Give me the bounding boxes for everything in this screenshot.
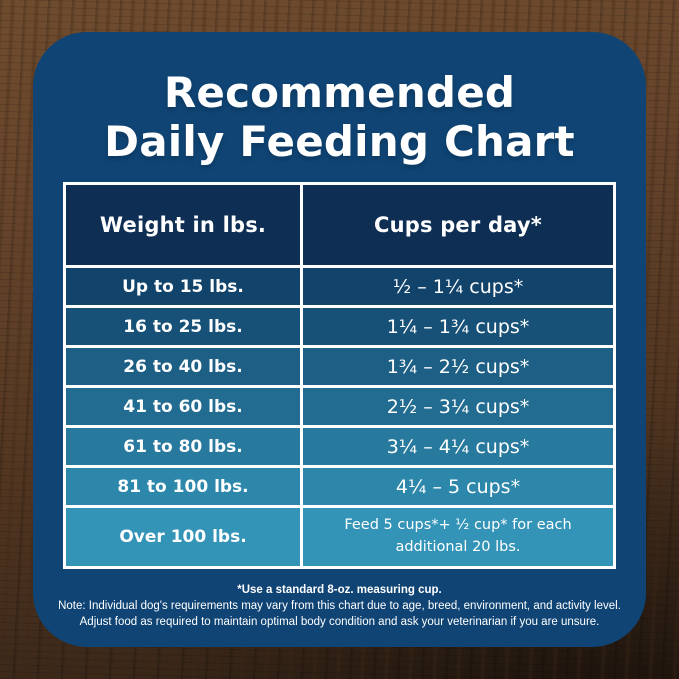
weight-cell: 26 to 40 lbs. (66, 348, 300, 385)
weight-cell: Up to 15 lbs. (66, 268, 300, 305)
weight-cell: 16 to 25 lbs. (66, 308, 300, 345)
cups-cell: 4¼ – 5 cups* (303, 468, 613, 505)
footnote-disclaimer-line1: Note: Individual dog's requirements may … (58, 599, 621, 612)
footnote-disclaimer-line2: Adjust food as required to maintain opti… (79, 615, 600, 628)
cups-cell: 3¼ – 4¼ cups* (303, 428, 613, 465)
footnote-measuring-cup: *Use a standard 8-oz. measuring cup. (237, 584, 442, 596)
column-header-cups: Cups per day* (303, 185, 613, 265)
weight-cell: 81 to 100 lbs. (66, 468, 300, 505)
cups-cell: Feed 5 cups*+ ½ cup* for each additional… (303, 508, 613, 566)
page-title-line1: Recommended (163, 68, 516, 117)
page-title-line2: Daily Feeding Chart (104, 117, 575, 167)
weight-cell: Over 100 lbs. (66, 508, 300, 566)
feeding-chart-card: Recommended Daily Feeding Chart Weight i… (33, 32, 646, 647)
footnotes: *Use a standard 8-oz. measuring cup. Not… (43, 583, 636, 631)
cups-cell: 1¼ – 1¾ cups* (303, 308, 613, 345)
cups-cell: ½ – 1¼ cups* (303, 268, 613, 305)
weight-cell: 41 to 60 lbs. (66, 388, 300, 425)
page-title: Recommended Daily Feeding Chart (33, 32, 646, 166)
column-header-weight: Weight in lbs. (66, 185, 300, 265)
weight-cell: 61 to 80 lbs. (66, 428, 300, 465)
feeding-table: Weight in lbs. Cups per day* Up to 15 lb… (63, 182, 616, 569)
cups-cell: 1¾ – 2½ cups* (303, 348, 613, 385)
cups-cell: 2½ – 3¼ cups* (303, 388, 613, 425)
